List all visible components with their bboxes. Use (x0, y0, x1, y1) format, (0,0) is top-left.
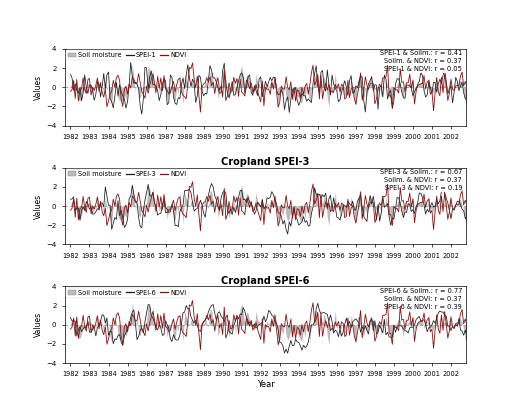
Title: Cropland SPEI-6: Cropland SPEI-6 (221, 276, 310, 286)
Text: SPEI-3 & Soilm.: r = 0.67
Soilm. & NDVI: r = 0.37
SPEI-3 & NDVI: r = 0.19: SPEI-3 & Soilm.: r = 0.67 Soilm. & NDVI:… (380, 169, 462, 191)
Text: SPEI-1 & Soilm.: r = 0.41
Soilm. & NDVI: r = 0.37
SPEI-1 & NDVI: r = 0.05: SPEI-1 & Soilm.: r = 0.41 Soilm. & NDVI:… (380, 51, 462, 73)
Legend: Soil moisture, SPEI-6, NDVI: Soil moisture, SPEI-6, NDVI (66, 288, 189, 298)
Title: Cropland SPEI-3: Cropland SPEI-3 (221, 157, 310, 167)
Text: SPEI-6 & Soilm.: r = 0.77
Soilm. & NDVI: r = 0.37
SPEI-6 & NDVI: r = 0.39: SPEI-6 & Soilm.: r = 0.77 Soilm. & NDVI:… (380, 288, 462, 310)
Legend: Soil moisture, SPEI-3, NDVI: Soil moisture, SPEI-3, NDVI (66, 169, 189, 179)
Y-axis label: Values: Values (34, 312, 44, 337)
Y-axis label: Values: Values (34, 193, 44, 219)
X-axis label: Year: Year (256, 380, 275, 389)
Legend: Soil moisture, SPEI-1, NDVI: Soil moisture, SPEI-1, NDVI (66, 50, 189, 60)
Y-axis label: Values: Values (34, 75, 44, 100)
